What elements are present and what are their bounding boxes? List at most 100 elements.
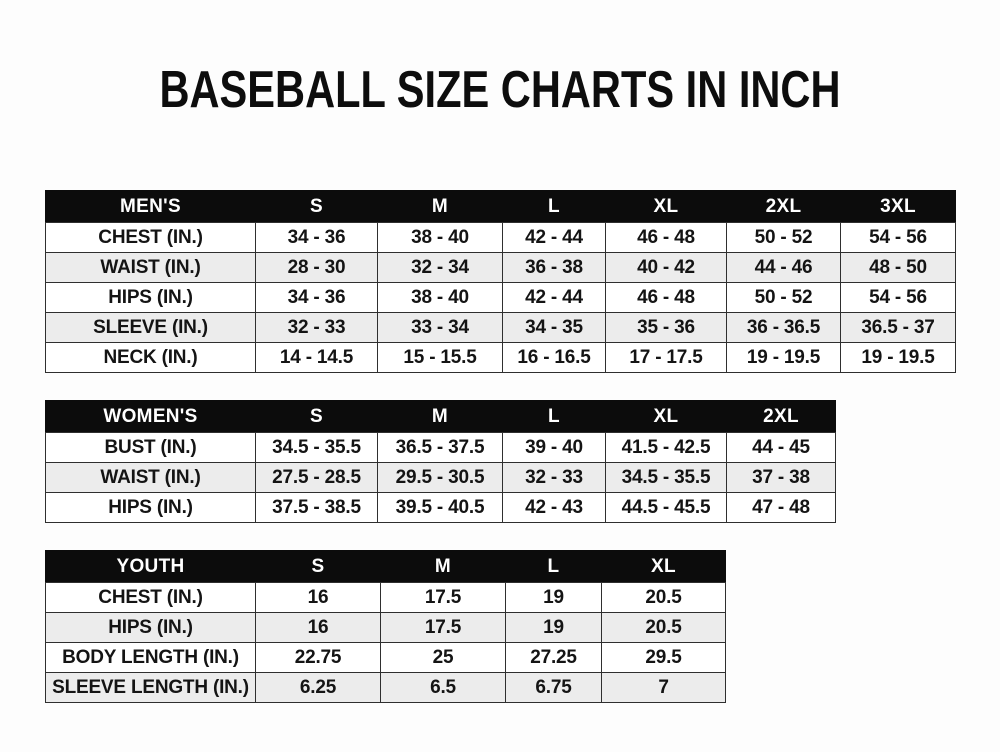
- size-value-cell: 37.5 - 38.5: [255, 492, 378, 523]
- size-value-cell: 14 - 14.5: [255, 342, 378, 373]
- size-value-cell: 47 - 48: [726, 492, 836, 523]
- mens-table-title: MEN'S: [45, 190, 256, 223]
- measurement-row-label: CHEST (IN.): [45, 222, 256, 253]
- size-value-cell: 46 - 48: [605, 222, 727, 253]
- size-value-cell: 39.5 - 40.5: [377, 492, 503, 523]
- size-value-cell: 36.5 - 37.5: [377, 432, 503, 463]
- size-value-cell: 20.5: [601, 612, 726, 643]
- size-value-cell: 41.5 - 42.5: [605, 432, 727, 463]
- size-value-cell: 6.5: [380, 672, 506, 703]
- size-value-cell: 46 - 48: [605, 282, 727, 313]
- size-value-cell: 7: [601, 672, 726, 703]
- size-value-cell: 22.75: [255, 642, 381, 673]
- measurement-row-label: WAIST (IN.): [45, 462, 256, 493]
- size-column-header: 3XL: [840, 190, 956, 223]
- size-value-cell: 44.5 - 45.5: [605, 492, 727, 523]
- size-value-cell: 36 - 36.5: [726, 312, 841, 343]
- measurement-row-label: SLEEVE (IN.): [45, 312, 256, 343]
- size-column-header: 2XL: [726, 190, 841, 223]
- womens-header-row: WOMEN'S S M L XL 2XL: [45, 400, 836, 433]
- size-value-cell: 54 - 56: [840, 222, 956, 253]
- size-value-cell: 29.5: [601, 642, 726, 673]
- measurement-row-label: HIPS (IN.): [45, 492, 256, 523]
- size-value-cell: 25: [380, 642, 506, 673]
- size-column-header: L: [502, 400, 606, 433]
- size-value-cell: 40 - 42: [605, 252, 727, 283]
- size-value-cell: 34.5 - 35.5: [255, 432, 378, 463]
- size-value-cell: 16: [255, 612, 381, 643]
- page-title: BASEBALL SIZE CHARTS IN INCH: [159, 61, 841, 119]
- size-value-cell: 17.5: [380, 612, 506, 643]
- womens-table-row: HIPS (IN.) 37.5 - 38.5 39.5 - 40.5 42 - 43 4…: [45, 492, 836, 523]
- mens-table-row: NECK (IN.) 14 - 14.5 15 - 15.5 16 - 16.5 17 …: [45, 342, 956, 373]
- size-value-cell: 42 - 44: [502, 222, 606, 253]
- size-column-header: M: [377, 400, 503, 433]
- size-value-cell: 16 - 16.5: [502, 342, 606, 373]
- size-column-header: S: [255, 550, 381, 583]
- size-column-header: S: [255, 190, 378, 223]
- mens-header-row: MEN'S S M L XL 2XL 3XL: [45, 190, 956, 223]
- size-value-cell: 19: [505, 582, 602, 613]
- size-value-cell: 36 - 38: [502, 252, 606, 283]
- size-column-header: M: [377, 190, 503, 223]
- size-column-header: S: [255, 400, 378, 433]
- size-value-cell: 16: [255, 582, 381, 613]
- size-value-cell: 48 - 50: [840, 252, 956, 283]
- youth-size-table: YOUTH S M L XL CHEST (IN.) 16 17.5 19 20.5 HIPS (I…: [45, 550, 726, 703]
- size-value-cell: 44 - 46: [726, 252, 841, 283]
- womens-table-title: WOMEN'S: [45, 400, 256, 433]
- size-value-cell: 32 - 34: [377, 252, 503, 283]
- size-column-header: M: [380, 550, 506, 583]
- youth-table-row: CHEST (IN.) 16 17.5 19 20.5: [45, 582, 726, 613]
- size-value-cell: 6.75: [505, 672, 602, 703]
- size-value-cell: 15 - 15.5: [377, 342, 503, 373]
- mens-table-row: HIPS (IN.) 34 - 36 38 - 40 42 - 44 46 - 48 50…: [45, 282, 956, 313]
- size-value-cell: 27.5 - 28.5: [255, 462, 378, 493]
- size-column-header: XL: [605, 190, 727, 223]
- youth-table-row: SLEEVE LENGTH (IN.) 6.25 6.5 6.75 7: [45, 672, 726, 703]
- youth-table-title: YOUTH: [45, 550, 256, 583]
- size-value-cell: 42 - 43: [502, 492, 606, 523]
- mens-size-table: MEN'S S M L XL 2XL 3XL CHEST (IN.) 34 - 36 38 - 4…: [45, 190, 956, 373]
- measurement-row-label: BODY LENGTH (IN.): [45, 642, 256, 673]
- size-value-cell: 34.5 - 35.5: [605, 462, 727, 493]
- size-column-header: L: [505, 550, 602, 583]
- size-value-cell: 44 - 45: [726, 432, 836, 463]
- size-value-cell: 17.5: [380, 582, 506, 613]
- measurement-row-label: BUST (IN.): [45, 432, 256, 463]
- size-value-cell: 42 - 44: [502, 282, 606, 313]
- size-value-cell: 29.5 - 30.5: [377, 462, 503, 493]
- size-column-header: XL: [601, 550, 726, 583]
- size-value-cell: 19 - 19.5: [840, 342, 956, 373]
- size-column-header: XL: [605, 400, 727, 433]
- size-column-header: 2XL: [726, 400, 836, 433]
- size-value-cell: 19: [505, 612, 602, 643]
- size-value-cell: 32 - 33: [502, 462, 606, 493]
- size-value-cell: 38 - 40: [377, 222, 503, 253]
- womens-table-row: BUST (IN.) 34.5 - 35.5 36.5 - 37.5 39 - 40 4…: [45, 432, 836, 463]
- measurement-row-label: SLEEVE LENGTH (IN.): [45, 672, 256, 703]
- size-value-cell: 19 - 19.5: [726, 342, 841, 373]
- size-value-cell: 33 - 34: [377, 312, 503, 343]
- size-value-cell: 32 - 33: [255, 312, 378, 343]
- measurement-row-label: HIPS (IN.): [45, 612, 256, 643]
- womens-size-table: WOMEN'S S M L XL 2XL BUST (IN.) 34.5 - 35.5 36.5…: [45, 400, 836, 523]
- size-column-header: L: [502, 190, 606, 223]
- size-value-cell: 39 - 40: [502, 432, 606, 463]
- size-value-cell: 36.5 - 37: [840, 312, 956, 343]
- size-value-cell: 28 - 30: [255, 252, 378, 283]
- size-value-cell: 27.25: [505, 642, 602, 673]
- measurement-row-label: WAIST (IN.): [45, 252, 256, 283]
- size-value-cell: 35 - 36: [605, 312, 727, 343]
- size-value-cell: 20.5: [601, 582, 726, 613]
- measurement-row-label: CHEST (IN.): [45, 582, 256, 613]
- size-value-cell: 38 - 40: [377, 282, 503, 313]
- size-value-cell: 34 - 35: [502, 312, 606, 343]
- size-value-cell: 34 - 36: [255, 222, 378, 253]
- womens-table-row: WAIST (IN.) 27.5 - 28.5 29.5 - 30.5 32 - 33…: [45, 462, 836, 493]
- size-value-cell: 17 - 17.5: [605, 342, 727, 373]
- mens-table-row: CHEST (IN.) 34 - 36 38 - 40 42 - 44 46 - 48 5…: [45, 222, 956, 253]
- size-value-cell: 54 - 56: [840, 282, 956, 313]
- size-value-cell: 50 - 52: [726, 222, 841, 253]
